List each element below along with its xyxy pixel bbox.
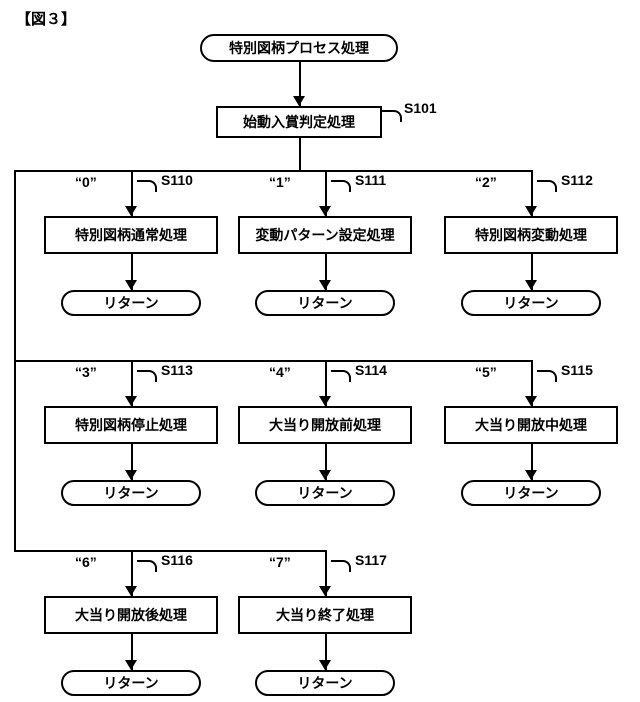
process-S116: 大当り開放後処理 — [44, 596, 218, 634]
process-S115: 大当り開放中処理 — [444, 406, 618, 444]
process-S114: 大当り開放前処理 — [238, 406, 412, 444]
hook-S111 — [331, 180, 351, 192]
hook-s101 — [382, 110, 402, 122]
process-S110: 特別図柄通常処理 — [44, 216, 218, 254]
flowchart-canvas: 【図３】 特別図柄プロセス処理始動入賞判定処理 S101 “0” S110 特別図柄通常… — [0, 0, 640, 702]
figure-title: 【図３】 — [16, 8, 76, 29]
start-terminator: 特別図柄プロセス処理 — [200, 34, 398, 62]
step-S112: S112 — [561, 172, 593, 188]
hook-S113 — [137, 370, 157, 382]
step-S116: S116 — [161, 552, 193, 568]
hook-S112 — [537, 180, 557, 192]
step-s101: S101 — [404, 100, 437, 116]
hook-S115 — [537, 370, 557, 382]
process-S112: 特別図柄変動処理 — [444, 216, 618, 254]
return-S117: リターン — [255, 670, 395, 696]
return-S115: リターン — [461, 480, 601, 506]
cond-S115: “5” — [475, 364, 497, 380]
cond-S111: “1” — [269, 174, 291, 190]
hook-S117 — [331, 560, 351, 572]
cond-S112: “2” — [475, 174, 497, 190]
step-S113: S113 — [161, 362, 193, 378]
return-S113: リターン — [61, 480, 201, 506]
step-S114: S114 — [355, 362, 387, 378]
return-S116: リターン — [61, 670, 201, 696]
return-S114: リターン — [255, 480, 395, 506]
hook-S116 — [137, 560, 157, 572]
return-S111: リターン — [255, 290, 395, 316]
cond-S113: “3” — [75, 364, 97, 380]
first-process: 始動入賞判定処理 — [216, 106, 382, 138]
process-S113: 特別図柄停止処理 — [44, 406, 218, 444]
cond-S110: “0” — [75, 174, 97, 190]
return-S110: リターン — [61, 290, 201, 316]
process-S111: 変動パターン設定処理 — [238, 216, 412, 254]
step-S117: S117 — [355, 552, 387, 568]
step-S110: S110 — [161, 172, 193, 188]
step-S115: S115 — [561, 362, 593, 378]
step-S111: S111 — [355, 172, 386, 188]
cond-S116: “6” — [75, 554, 97, 570]
hook-S110 — [137, 180, 157, 192]
cond-S114: “4” — [269, 364, 291, 380]
hook-S114 — [331, 370, 351, 382]
return-S112: リターン — [461, 290, 601, 316]
process-S117: 大当り終了処理 — [238, 596, 412, 634]
cond-S117: “7” — [269, 554, 291, 570]
